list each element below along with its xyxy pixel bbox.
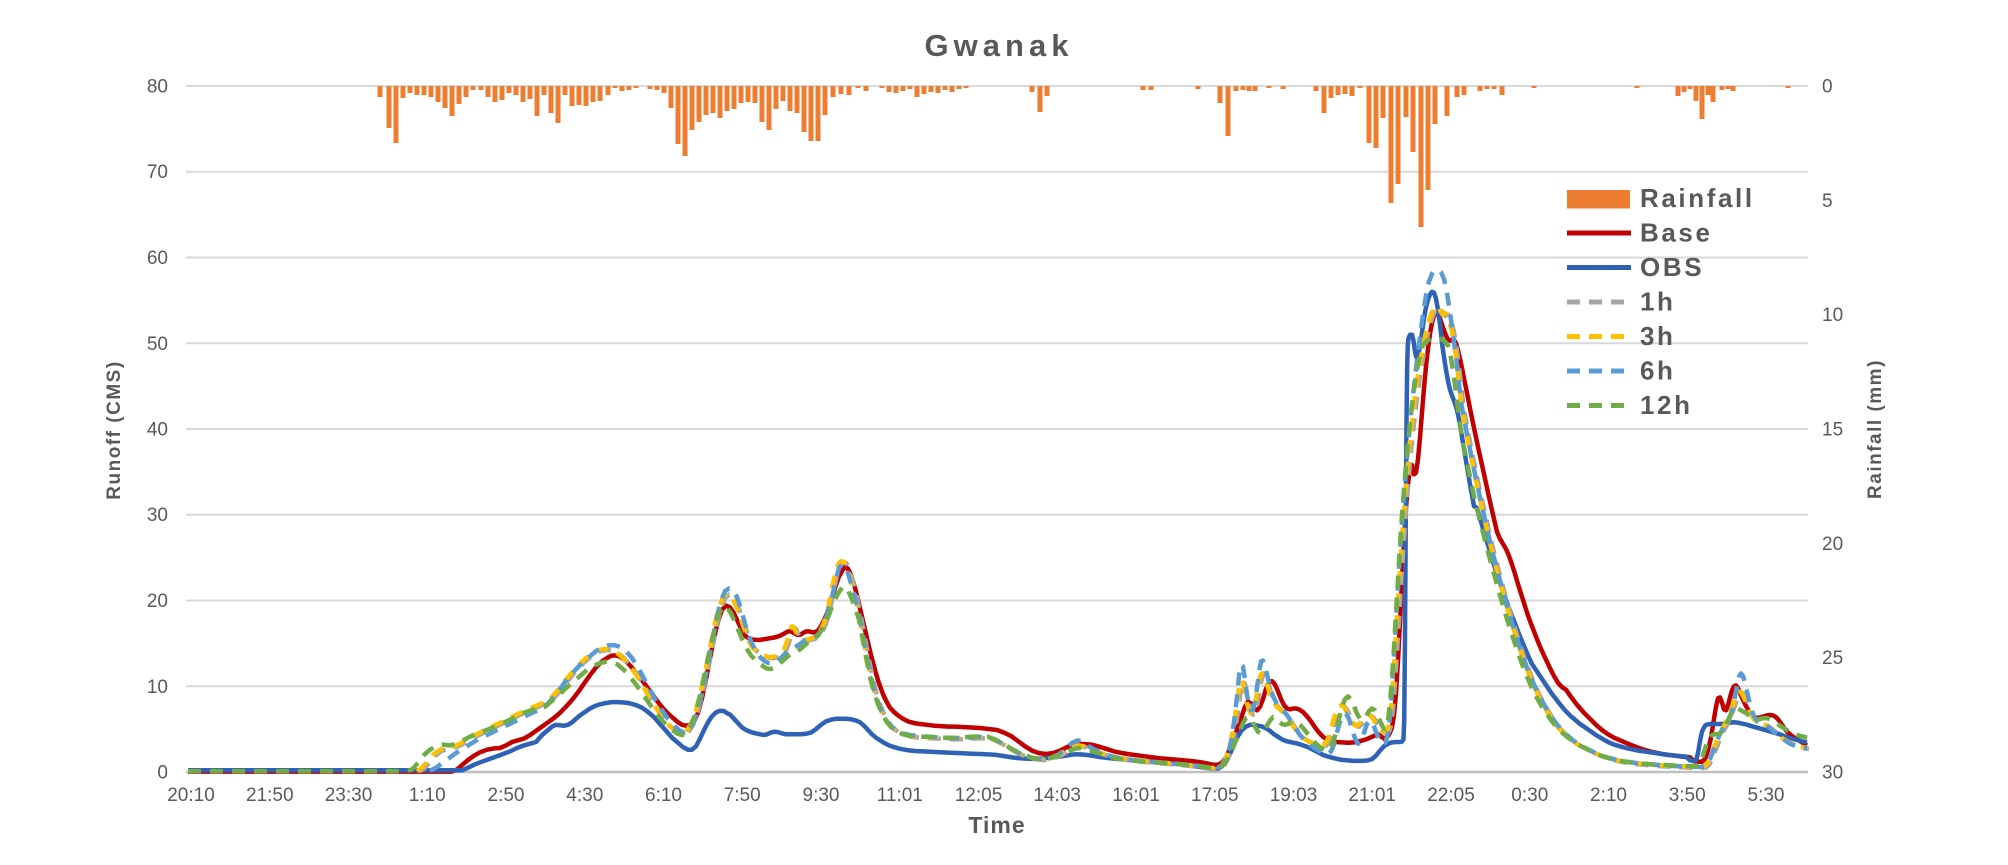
svg-text:19:03: 19:03 — [1270, 785, 1318, 806]
svg-text:30: 30 — [147, 505, 168, 526]
svg-text:Gwanak: Gwanak — [925, 28, 1074, 63]
svg-text:Time: Time — [968, 812, 1025, 838]
svg-text:21:50: 21:50 — [246, 785, 294, 806]
svg-text:Rainfall: Rainfall — [1640, 183, 1755, 213]
svg-text:10: 10 — [147, 677, 168, 698]
svg-text:25: 25 — [1822, 648, 1843, 669]
svg-text:1:10: 1:10 — [409, 785, 446, 806]
svg-text:6h: 6h — [1640, 356, 1676, 386]
svg-text:60: 60 — [147, 248, 168, 269]
svg-text:15: 15 — [1822, 420, 1843, 441]
svg-text:30: 30 — [1822, 763, 1843, 784]
svg-text:20: 20 — [147, 591, 168, 612]
svg-text:5:30: 5:30 — [1748, 785, 1785, 806]
svg-text:1h: 1h — [1640, 287, 1676, 317]
svg-text:OBS: OBS — [1640, 252, 1704, 282]
svg-text:50: 50 — [147, 334, 168, 355]
svg-text:23:30: 23:30 — [325, 785, 373, 806]
svg-text:40: 40 — [147, 420, 168, 441]
svg-text:2:10: 2:10 — [1590, 785, 1627, 806]
svg-text:6:10: 6:10 — [645, 785, 682, 806]
svg-text:11:01: 11:01 — [877, 785, 923, 806]
svg-text:0: 0 — [157, 763, 168, 784]
svg-text:Rainfall (mm): Rainfall (mm) — [1865, 359, 1886, 499]
svg-text:4:30: 4:30 — [566, 785, 603, 806]
svg-text:10: 10 — [1822, 305, 1843, 326]
svg-text:14:03: 14:03 — [1033, 785, 1081, 806]
svg-text:12:05: 12:05 — [955, 785, 1003, 806]
svg-text:3:50: 3:50 — [1669, 785, 1706, 806]
svg-text:20:10: 20:10 — [167, 785, 215, 806]
svg-text:17:05: 17:05 — [1191, 785, 1239, 806]
svg-text:22:05: 22:05 — [1427, 785, 1475, 806]
svg-text:20: 20 — [1822, 534, 1843, 555]
svg-text:0: 0 — [1822, 77, 1833, 98]
svg-text:0:30: 0:30 — [1511, 785, 1548, 806]
svg-text:80: 80 — [147, 77, 168, 98]
svg-text:2:50: 2:50 — [488, 785, 525, 806]
svg-text:Runoff (CMS): Runoff (CMS) — [104, 360, 125, 499]
svg-text:21:01: 21:01 — [1348, 785, 1396, 806]
svg-text:7:50: 7:50 — [724, 785, 761, 806]
svg-text:16:01: 16:01 — [1112, 785, 1160, 806]
svg-text:Base: Base — [1640, 218, 1713, 248]
svg-text:9:30: 9:30 — [803, 785, 840, 806]
svg-text:5: 5 — [1822, 191, 1833, 212]
svg-text:70: 70 — [147, 162, 168, 183]
svg-text:3h: 3h — [1640, 321, 1676, 351]
svg-text:12h: 12h — [1640, 390, 1693, 420]
